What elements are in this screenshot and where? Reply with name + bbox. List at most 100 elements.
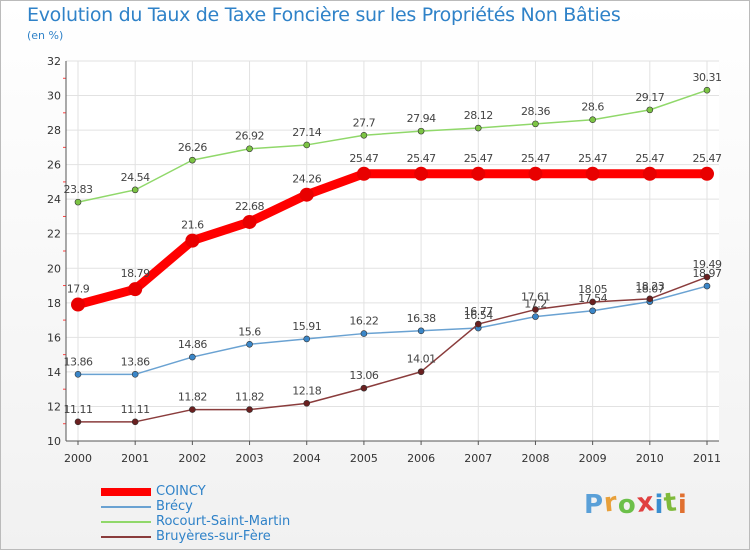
data-label-bruyeres-sur-fere: 14.01 <box>407 353 436 366</box>
y-tick-label: 20 <box>47 262 61 275</box>
x-tick-label: 2000 <box>64 452 92 465</box>
data-label-brecy: 16.54 <box>464 309 493 322</box>
data-label-rocourt-saint-martin: 23.83 <box>64 183 93 196</box>
data-label-coincy: 17.9 <box>67 283 90 296</box>
x-tick-label: 2007 <box>464 452 492 465</box>
data-point-bruyeres-sur-fere <box>74 418 82 426</box>
legend-label: COINCY <box>156 484 206 499</box>
data-point-rocourt-saint-martin <box>646 106 654 114</box>
data-label-brecy: 18.97 <box>693 267 722 280</box>
data-label-rocourt-saint-martin: 30.31 <box>693 71 722 84</box>
proxiti-logo[interactable]: Proxiti <box>584 487 688 520</box>
data-label-bruyeres-sur-fere: 18.23 <box>635 280 664 293</box>
data-label-rocourt-saint-martin: 28.12 <box>464 109 493 122</box>
data-label-brecy: 15.6 <box>238 325 261 338</box>
data-point-rocourt-saint-martin <box>417 127 425 135</box>
data-label-bruyeres-sur-fere: 13.06 <box>349 369 378 382</box>
logo-letter: x <box>635 487 657 519</box>
data-point-bruyeres-sur-fere <box>360 384 368 392</box>
data-point-coincy <box>71 297 85 312</box>
y-tick-label: 16 <box>47 331 61 344</box>
y-tick-label: 26 <box>47 159 61 172</box>
x-tick-label: 2001 <box>121 452 149 465</box>
data-point-coincy <box>585 166 600 181</box>
legend-swatch <box>101 506 151 508</box>
x-tick-label: 2002 <box>178 452 206 465</box>
legend-swatch <box>101 536 151 538</box>
y-tick-label: 12 <box>47 400 61 413</box>
data-point-coincy <box>471 166 486 181</box>
data-label-bruyeres-sur-fere: 11.82 <box>178 391 207 404</box>
data-label-brecy: 13.86 <box>64 355 93 368</box>
data-point-bruyeres-sur-fere <box>303 400 311 407</box>
series-line-bruyeres-sur-fere <box>77 276 708 423</box>
y-tick-label: 24 <box>47 193 61 206</box>
data-point-coincy <box>700 166 714 181</box>
data-point-bruyeres-sur-fere <box>703 273 711 281</box>
data-point-brecy <box>589 307 596 315</box>
data-point-rocourt-saint-martin <box>589 116 596 124</box>
plot-area <box>66 61 719 441</box>
data-label-coincy: 24.26 <box>292 173 321 186</box>
data-label-rocourt-saint-martin: 26.92 <box>235 130 264 143</box>
legend-label: Bruyères-sur-Fère <box>156 529 271 544</box>
data-point-coincy <box>299 187 314 202</box>
data-point-rocourt-saint-martin <box>189 156 196 164</box>
data-point-coincy <box>242 214 257 229</box>
data-point-rocourt-saint-martin <box>532 120 539 128</box>
x-tick-label: 2005 <box>350 452 378 465</box>
data-label-bruyeres-sur-fere: 16.77 <box>464 305 493 318</box>
legend-label: Brécy <box>156 499 193 514</box>
logo-letter: P <box>584 490 605 520</box>
data-label-coincy: 18.79 <box>121 267 150 280</box>
data-point-rocourt-saint-martin <box>474 124 482 132</box>
y-unit-label: (en %) <box>27 29 64 42</box>
data-point-rocourt-saint-martin <box>131 186 139 194</box>
data-label-bruyeres-sur-fere: 18.05 <box>578 283 607 296</box>
data-point-bruyeres-sur-fere <box>474 320 482 328</box>
data-label-coincy: 22.68 <box>235 200 264 213</box>
data-label-bruyeres-sur-fere: 11.82 <box>235 391 264 404</box>
data-label-coincy: 25.47 <box>521 152 550 165</box>
x-tick-label: 2009 <box>579 452 607 465</box>
data-point-bruyeres-sur-fere <box>589 298 596 306</box>
data-point-coincy <box>414 166 429 181</box>
data-label-coincy: 25.47 <box>693 152 722 165</box>
data-label-coincy: 25.47 <box>464 152 493 165</box>
data-label-bruyeres-sur-fere: 11.11 <box>64 403 93 416</box>
logo-letter: i <box>677 490 688 520</box>
data-label-brecy: 18.07 <box>635 283 664 296</box>
y-tick-label: 18 <box>47 297 61 310</box>
data-label-brecy: 13.86 <box>121 355 150 368</box>
data-point-coincy <box>356 166 371 181</box>
data-point-coincy <box>528 166 543 181</box>
data-point-rocourt-saint-martin <box>246 145 253 153</box>
data-label-brecy: 17.2 <box>524 298 547 311</box>
data-point-brecy <box>417 327 425 335</box>
data-point-brecy <box>189 353 196 361</box>
data-point-coincy <box>128 282 143 297</box>
data-point-bruyeres-sur-fere <box>417 368 425 376</box>
data-label-rocourt-saint-martin: 27.94 <box>407 112 436 125</box>
x-tick-label: 2010 <box>636 452 664 465</box>
legend-swatch <box>101 488 151 496</box>
data-point-bruyeres-sur-fere <box>646 295 654 303</box>
data-point-rocourt-saint-martin <box>360 131 368 139</box>
legend-swatch <box>101 521 151 523</box>
data-point-rocourt-saint-martin <box>74 198 82 206</box>
data-label-bruyeres-sur-fere: 19.49 <box>693 258 722 271</box>
x-tick-label: 2004 <box>293 452 321 465</box>
data-label-rocourt-saint-martin: 27.14 <box>292 126 321 139</box>
line-chart: 10 12 14 16 18 20 22 24 26 28 30 32 2000 2001 2002 2003… <box>47 55 722 465</box>
data-label-rocourt-saint-martin: 24.54 <box>121 171 150 184</box>
data-label-coincy: 25.47 <box>578 152 607 165</box>
data-point-coincy <box>185 233 200 248</box>
data-point-brecy <box>532 313 539 320</box>
data-label-coincy: 21.6 <box>181 219 204 232</box>
data-point-brecy <box>360 330 368 337</box>
data-point-rocourt-saint-martin <box>303 141 311 149</box>
legend-label: Rocourt-Saint-Martin <box>156 514 291 529</box>
y-tick-label: 28 <box>47 124 61 137</box>
data-label-coincy: 25.47 <box>635 152 664 165</box>
